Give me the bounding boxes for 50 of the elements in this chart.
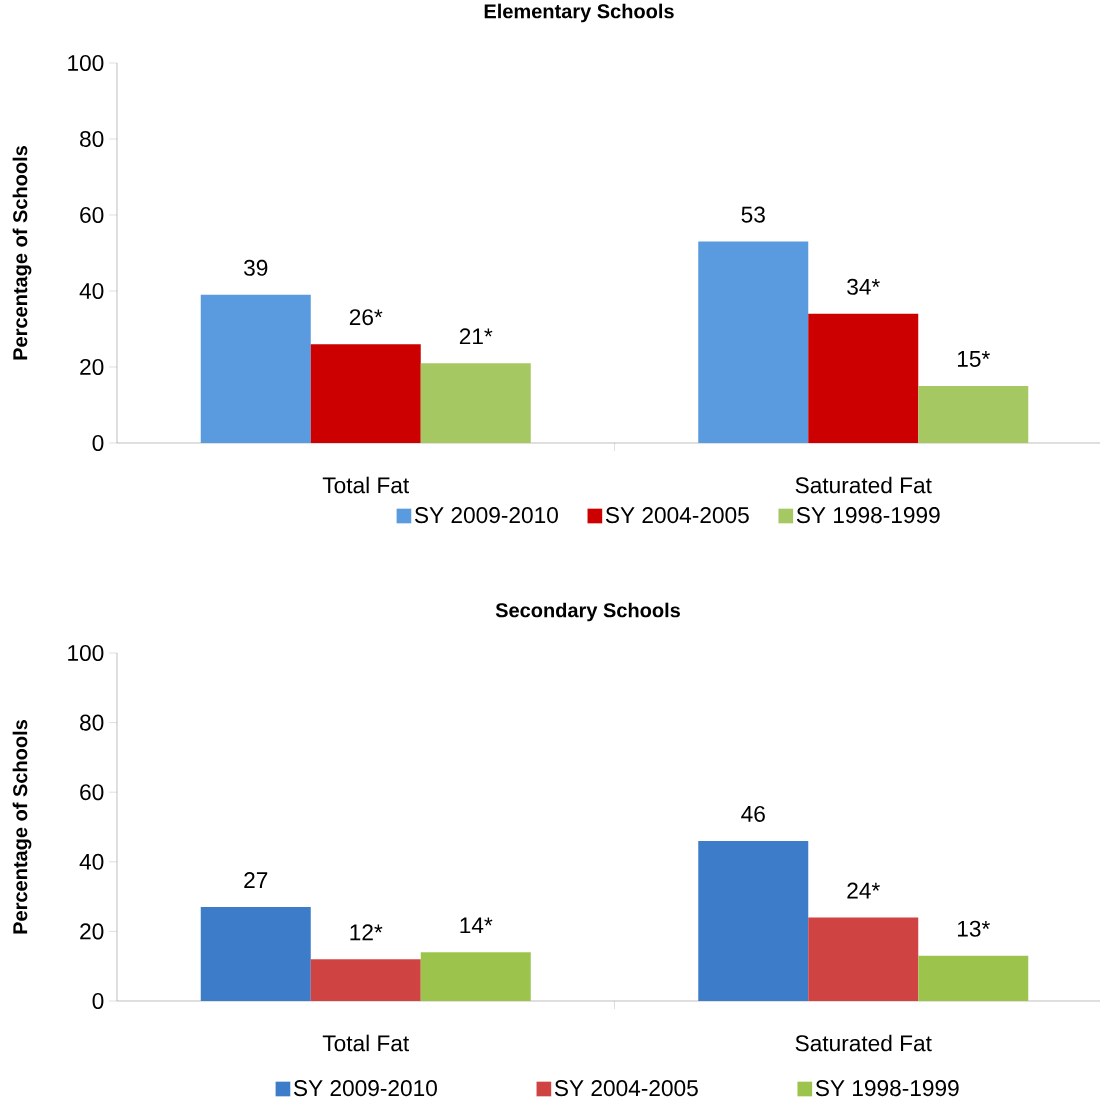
bar [420,952,531,1001]
y-tick-label: 80 [80,714,104,731]
bar [808,313,919,443]
legend-label: SY 2004-2005 [554,1080,698,1097]
data-label: 26* [349,309,383,326]
x-tick-label: Saturated Fat [795,476,932,494]
x-tick-label: Saturated Fat [795,1034,932,1052]
data-label: 34* [847,278,880,295]
chart-title: Secondary Schools [495,602,680,622]
y-tick-label: 100 [68,644,104,662]
y-tick-label: 20 [80,358,104,376]
bar [698,840,809,1001]
y-tick-label: 80 [80,130,104,148]
data-label: 21* [459,328,493,345]
data-label: 27 [244,872,268,888]
bar [310,344,421,443]
y-tick-label: 20 [80,923,104,940]
y-tick-label: 40 [79,853,104,870]
y-tick-label: 40 [79,282,104,300]
y-tick-label: 100 [68,54,104,72]
legend-label: SY 2009-2010 [414,507,558,524]
y-axis-title: Percentage of Schools [12,146,32,360]
data-label: 12* [350,924,383,941]
data-label: 15* [957,351,990,367]
chart-title: Elementary Schools [484,3,674,23]
data-label: 13* [957,920,990,937]
data-label: 46 [741,805,765,822]
data-label: 53 [741,206,765,223]
y-axis-title: Percentage of Schools [12,720,32,934]
x-tick-label: Total Fat [322,1034,410,1052]
legend-label: SY 2004-2005 [605,507,749,524]
legend-label: SY 1998-1999 [796,507,940,524]
y-tick-label: 0 [92,992,104,1010]
y-tick-label: 60 [80,206,104,224]
data-label: 39 [244,259,268,276]
y-tick-label: 0 [92,434,104,452]
legend-label: SY 2009-2010 [293,1080,437,1097]
bar [918,955,1029,1001]
bar [918,385,1029,443]
bar [200,294,311,443]
x-tick-label: Total Fat [322,476,410,494]
data-label: 14* [460,917,493,934]
y-tick-label: 60 [80,784,104,801]
bar [200,907,311,1001]
bar [420,363,531,443]
data-label: 24* [847,882,880,899]
bar [698,241,809,443]
bar [310,959,421,1001]
bar [808,917,919,1001]
legend-label: SY 1998-1999 [815,1080,959,1097]
